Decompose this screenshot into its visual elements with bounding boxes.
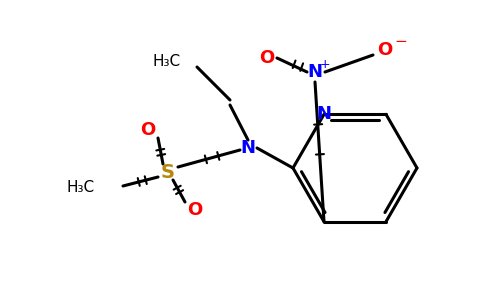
Text: +: + (320, 58, 330, 70)
Text: O: O (140, 121, 156, 139)
Text: N: N (317, 105, 332, 123)
Text: N: N (307, 63, 322, 81)
Text: H₃C: H₃C (67, 181, 95, 196)
Text: O: O (378, 41, 393, 59)
Text: S: S (161, 163, 175, 182)
Text: O: O (187, 201, 203, 219)
Text: −: − (394, 34, 408, 49)
Text: H₃C: H₃C (153, 55, 181, 70)
Text: N: N (241, 139, 256, 157)
Text: O: O (259, 49, 274, 67)
